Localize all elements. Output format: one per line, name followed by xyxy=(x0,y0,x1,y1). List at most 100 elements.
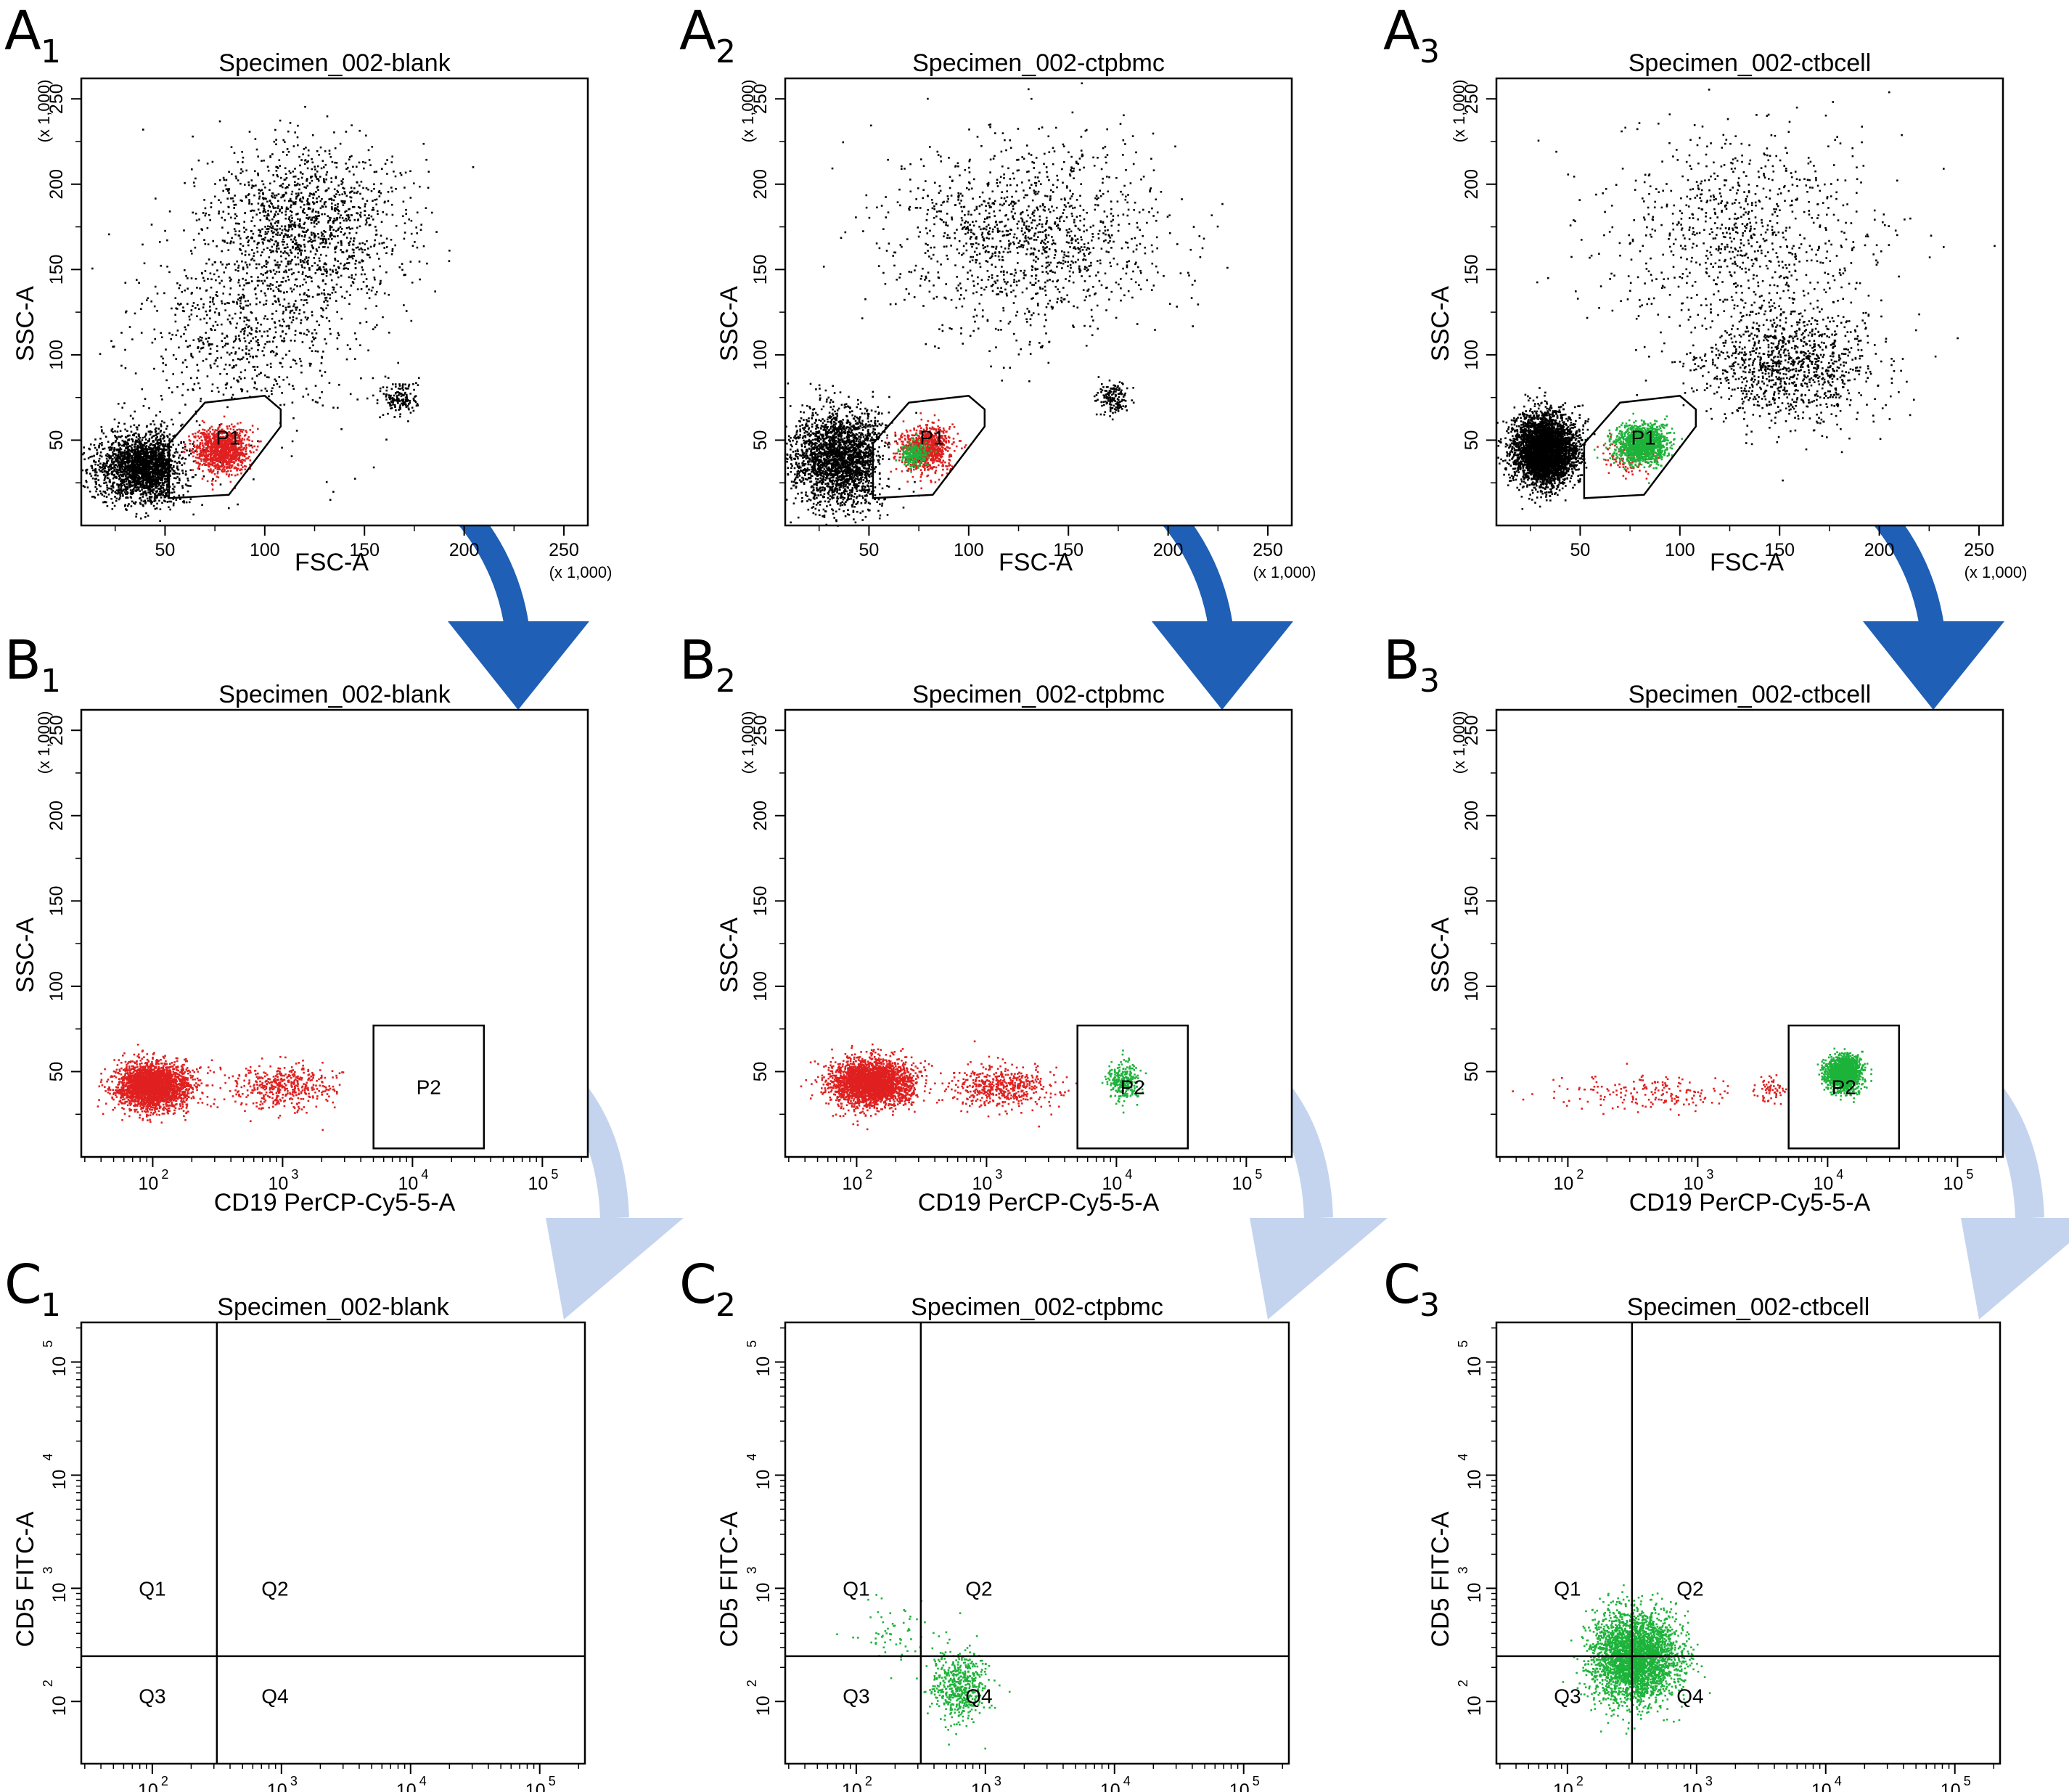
event-dot xyxy=(216,357,218,359)
event-dot xyxy=(201,504,203,506)
event-dot xyxy=(288,226,290,229)
event-dot xyxy=(266,247,269,249)
event-dot xyxy=(245,316,247,319)
event-dot xyxy=(283,292,285,294)
event-dot xyxy=(146,451,148,453)
event-dot xyxy=(179,480,181,482)
event-dot xyxy=(385,376,387,378)
event-dot xyxy=(300,245,302,247)
event-dot xyxy=(282,311,284,313)
event-dot xyxy=(243,321,245,323)
event-dot xyxy=(187,478,189,480)
event-dot xyxy=(287,276,290,278)
event-dot xyxy=(131,460,134,462)
event-dot xyxy=(192,136,194,138)
event-dot xyxy=(202,342,205,344)
event-dot xyxy=(414,241,416,243)
event-dot xyxy=(316,321,318,323)
event-dot xyxy=(201,273,203,275)
event-dot xyxy=(115,464,117,466)
event-dot xyxy=(224,219,226,221)
event-dot xyxy=(134,479,136,481)
event-dot xyxy=(284,247,287,249)
event-dot xyxy=(276,225,279,227)
event-dot xyxy=(139,442,141,444)
event-dot xyxy=(253,253,255,255)
event-dot xyxy=(254,381,256,383)
event-dot xyxy=(91,465,93,467)
event-dot xyxy=(333,220,335,222)
event-dot xyxy=(99,486,102,488)
event-dot xyxy=(261,290,263,292)
event-dot xyxy=(214,311,216,314)
event-dot xyxy=(163,447,165,449)
event-dot xyxy=(277,200,279,202)
event-dot xyxy=(203,475,205,478)
event-dot xyxy=(352,244,354,246)
event-dot xyxy=(262,282,264,285)
event-dot xyxy=(386,159,388,161)
event-dot xyxy=(277,298,279,300)
event-dot xyxy=(126,446,128,449)
event-dot xyxy=(108,470,110,472)
event-dot xyxy=(130,426,132,428)
event-dot xyxy=(406,406,408,408)
event-dot xyxy=(215,294,217,296)
event-dot xyxy=(408,403,410,405)
event-dot xyxy=(306,334,308,336)
event-dot xyxy=(377,253,379,255)
event-dot xyxy=(199,425,201,427)
event-dot xyxy=(344,200,346,202)
event-dot xyxy=(393,399,395,401)
event-dot xyxy=(271,227,273,229)
event-dot xyxy=(303,261,306,263)
event-dot xyxy=(308,267,311,269)
event-dot xyxy=(86,472,88,474)
event-dot xyxy=(118,445,120,447)
event-dot xyxy=(99,438,102,440)
event-dot xyxy=(96,472,98,474)
event-dot xyxy=(132,478,134,480)
event-dot xyxy=(137,483,139,485)
event-dot xyxy=(138,461,140,463)
event-dot xyxy=(173,477,176,479)
event-dot xyxy=(334,189,336,191)
event-dot xyxy=(232,347,234,349)
event-dot xyxy=(325,343,327,345)
event-dot xyxy=(168,271,171,274)
event-dot xyxy=(134,475,136,477)
event-dot xyxy=(165,364,167,367)
event-dot xyxy=(297,125,299,127)
event-dot xyxy=(126,483,128,486)
event-dot xyxy=(172,373,174,375)
event-dot xyxy=(253,446,255,448)
event-dot xyxy=(160,425,163,427)
event-dot xyxy=(194,383,196,385)
event-dot xyxy=(372,377,374,380)
event-dot xyxy=(160,457,162,459)
event-dot xyxy=(276,195,278,197)
event-dot xyxy=(239,359,241,361)
event-dot xyxy=(406,310,408,312)
event-dot xyxy=(129,474,131,476)
event-dot xyxy=(136,486,139,488)
event-dot xyxy=(241,151,243,153)
event-dot xyxy=(322,351,324,353)
event-dot xyxy=(260,255,262,257)
event-dot xyxy=(119,456,121,458)
event-dot xyxy=(389,405,391,407)
event-dot xyxy=(267,210,269,212)
event-dot xyxy=(254,288,256,290)
event-dot xyxy=(324,242,327,245)
event-dot xyxy=(99,353,102,355)
event-dot xyxy=(114,430,116,433)
event-dot xyxy=(350,191,352,193)
event-dot xyxy=(88,457,90,459)
event-dot xyxy=(252,377,254,380)
event-dot xyxy=(95,483,97,486)
event-dot xyxy=(281,261,283,263)
event-dot xyxy=(178,457,180,459)
event-dot xyxy=(200,319,202,321)
event-dot xyxy=(141,488,143,491)
event-dot xyxy=(345,218,347,220)
